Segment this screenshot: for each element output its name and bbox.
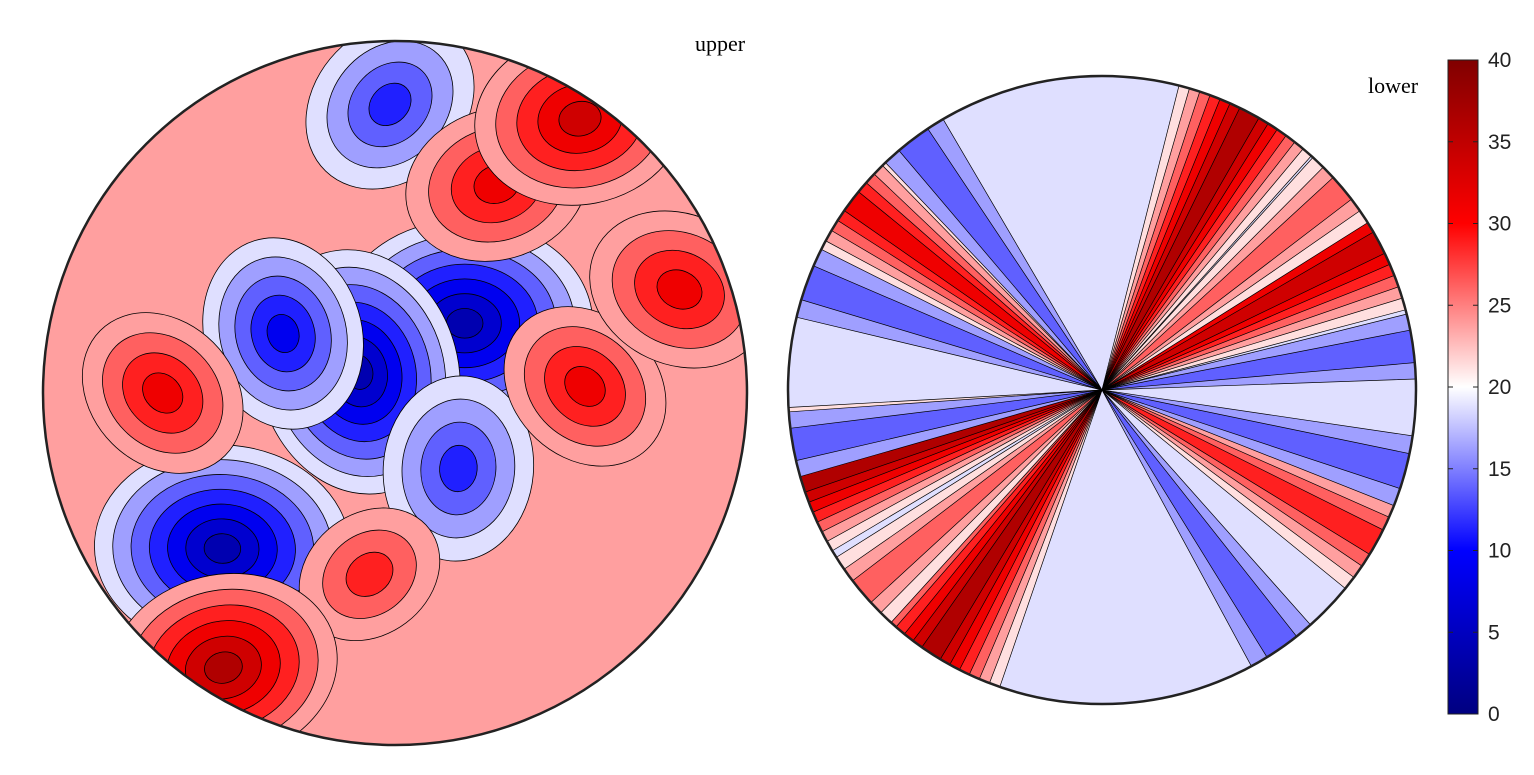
colorbar-ticks: 0 5 10 15 20 25 30 35 40 xyxy=(1448,49,1511,726)
upper-contour-5-3 xyxy=(368,82,412,126)
lower-plot: lower xyxy=(786,73,1419,706)
upper-contour-3-4 xyxy=(266,313,300,354)
colorbar-tick-label: 0 xyxy=(1488,703,1500,726)
upper-contour-9-2 xyxy=(345,551,394,597)
upper-contour-0-6 xyxy=(446,308,484,339)
upper-contour-11-5 xyxy=(204,651,243,684)
colorbar-tick-label: 5 xyxy=(1488,621,1500,644)
upper-contour-7-3 xyxy=(142,372,184,414)
upper-contour-1-6 xyxy=(203,533,242,564)
upper-contour-8-3 xyxy=(564,366,606,407)
lower-wedge-11-1 xyxy=(1101,389,1416,496)
upper-contour-4-3 xyxy=(439,444,478,493)
colorbar-tick-label: 20 xyxy=(1488,376,1511,399)
upper-contour-12-3 xyxy=(656,269,703,310)
colorbar-tick-label: 30 xyxy=(1488,213,1511,236)
lower-plot-title: lower xyxy=(1368,73,1419,98)
upper-plot: upper xyxy=(41,31,749,747)
upper-contours xyxy=(43,41,747,745)
upper-plot-border xyxy=(41,39,749,747)
upper-contour-10-4 xyxy=(558,100,602,137)
lower-wedge-11-0 xyxy=(1101,389,1416,514)
colorbar-tick-label: 35 xyxy=(1488,131,1511,154)
lower-plot-border xyxy=(786,74,1418,706)
upper-plot-title: upper xyxy=(695,31,746,56)
lower-contours xyxy=(788,76,1416,704)
colorbar-tick-label: 10 xyxy=(1488,540,1511,563)
lower-wedge-13-0 xyxy=(1101,308,1416,391)
lower-wedge-12-1 xyxy=(788,389,1103,466)
colorbar: 0 5 10 15 20 25 30 35 40 xyxy=(1447,49,1511,726)
colorbar-tick-label: 15 xyxy=(1488,458,1511,481)
lower-wedge-13-1 xyxy=(1101,325,1416,391)
colorbar-tick-label: 25 xyxy=(1488,294,1511,317)
lower-wedge-12-0 xyxy=(788,389,1103,483)
colorbar-tick-label: 40 xyxy=(1488,49,1511,72)
